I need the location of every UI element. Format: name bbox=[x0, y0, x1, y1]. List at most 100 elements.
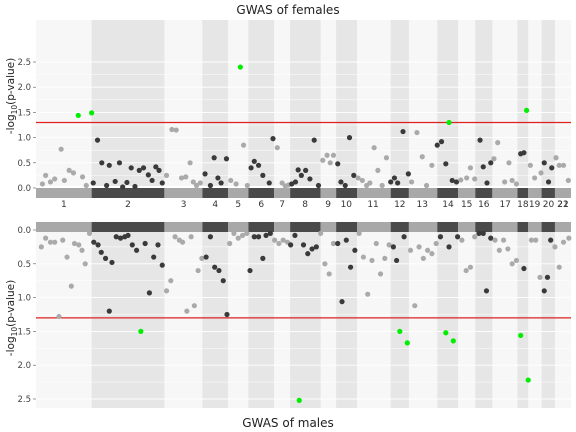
snp-point-male bbox=[68, 283, 74, 289]
snp-point-male bbox=[386, 242, 392, 248]
chromosome-block bbox=[475, 188, 493, 198]
y-axis-label-bottom-main: -log bbox=[5, 336, 17, 356]
snp-point-female bbox=[320, 157, 326, 163]
snp-point-male bbox=[195, 267, 201, 274]
snp-point-male bbox=[125, 232, 131, 239]
snp-point-female bbox=[89, 110, 95, 116]
y-axis-label-top-main: -log bbox=[5, 114, 17, 134]
chromosome-label: 3 bbox=[181, 200, 187, 210]
snp-point-male bbox=[496, 247, 502, 253]
snp-point-male bbox=[172, 234, 178, 240]
snp-point-female bbox=[549, 165, 555, 171]
snp-point-female bbox=[429, 162, 435, 168]
snp-point-female bbox=[527, 162, 533, 168]
snp-point-female bbox=[202, 171, 208, 177]
snp-point-male bbox=[393, 257, 400, 264]
snp-point-female bbox=[495, 140, 501, 146]
chromosome-band bbox=[290, 20, 321, 186]
snp-point-female bbox=[327, 160, 333, 166]
snp-point-male bbox=[407, 247, 414, 253]
chromosome-band bbox=[437, 222, 459, 408]
snp-point-male bbox=[203, 254, 209, 260]
snp-point-female bbox=[449, 177, 455, 184]
chromosome-band bbox=[541, 20, 555, 186]
snp-point-female bbox=[43, 172, 49, 178]
snp-point-female bbox=[61, 177, 67, 184]
snp-point-female bbox=[124, 179, 130, 186]
y-axis-label-top: -log10(p-value) bbox=[5, 58, 19, 134]
snp-point-female bbox=[223, 156, 230, 162]
y-tick-label: 0.0 bbox=[17, 226, 31, 236]
snp-point-male bbox=[373, 240, 379, 247]
snp-point-male bbox=[280, 237, 286, 243]
snp-point-male bbox=[151, 254, 157, 260]
snp-point-female bbox=[388, 179, 394, 185]
snp-point-male bbox=[343, 237, 349, 243]
snp-point-female bbox=[292, 179, 299, 185]
chromosome-label: 12 bbox=[394, 200, 405, 210]
snp-point-male bbox=[313, 244, 319, 250]
snp-point-male bbox=[260, 255, 266, 261]
snp-point-female bbox=[324, 152, 330, 158]
chromosome-label: 21 bbox=[557, 200, 568, 210]
chromosome-label: 13 bbox=[417, 200, 428, 210]
snp-point-female bbox=[193, 182, 200, 189]
snp-point-male bbox=[365, 291, 371, 297]
snp-point-male bbox=[492, 237, 498, 243]
snp-point-male bbox=[472, 234, 478, 240]
chromosome-block bbox=[528, 188, 542, 198]
chromosome-block bbox=[357, 222, 391, 232]
snp-point-male bbox=[163, 288, 170, 294]
snp-point-female bbox=[335, 161, 341, 167]
chromosome-block bbox=[290, 222, 321, 232]
chromosome-band bbox=[202, 20, 229, 186]
snp-point-male bbox=[106, 308, 112, 314]
snp-point-female bbox=[315, 182, 322, 189]
snp-point-male bbox=[235, 235, 241, 241]
y-tick-label: 1.0 bbox=[17, 294, 31, 304]
snp-point-male bbox=[412, 303, 418, 309]
snp-point-female bbox=[446, 119, 452, 126]
snp-point-female bbox=[472, 176, 478, 182]
chromosome-block bbox=[554, 222, 571, 232]
snp-point-male bbox=[433, 240, 439, 247]
snp-point-male bbox=[525, 377, 531, 383]
snp-point-female bbox=[83, 182, 89, 189]
snp-point-male bbox=[500, 237, 507, 243]
chromosome-block bbox=[91, 188, 165, 198]
chromosome-block bbox=[408, 188, 438, 198]
snp-point-male bbox=[505, 246, 511, 252]
snp-point-female bbox=[244, 182, 250, 189]
snp-point-female bbox=[140, 165, 147, 171]
chromosome-band bbox=[541, 222, 555, 408]
snp-point-male bbox=[168, 278, 174, 284]
snp-point-female bbox=[367, 180, 373, 186]
y-tick-label: 0.0 bbox=[17, 184, 31, 194]
snp-point-female bbox=[169, 126, 175, 133]
snp-point-female bbox=[538, 170, 544, 176]
snp-point-female bbox=[405, 171, 411, 177]
y-tick-label: 1.5 bbox=[17, 327, 31, 337]
chart-title-bottom: GWAS of males bbox=[242, 416, 334, 430]
chromosome-block bbox=[492, 188, 518, 198]
chromosome-label: 1 bbox=[61, 200, 67, 210]
snp-point-female bbox=[521, 150, 527, 156]
chromosome-block bbox=[228, 188, 249, 198]
snp-point-female bbox=[47, 179, 54, 185]
snp-point-female bbox=[545, 179, 552, 185]
chromosome-block bbox=[202, 188, 229, 198]
snp-point-male bbox=[330, 240, 337, 247]
snp-point-male bbox=[404, 340, 410, 346]
snp-point-female bbox=[215, 175, 221, 181]
snp-point-male bbox=[513, 257, 520, 264]
snp-point-female bbox=[58, 146, 64, 152]
chromosome-band bbox=[390, 20, 409, 186]
snp-point-male bbox=[207, 234, 214, 240]
snp-point-male bbox=[518, 332, 524, 339]
snp-point-male bbox=[47, 239, 54, 245]
chromosome-block bbox=[248, 222, 275, 232]
chromosome-label: 9 bbox=[325, 200, 331, 210]
snp-point-female bbox=[359, 177, 365, 184]
chromosome-band bbox=[290, 222, 321, 408]
